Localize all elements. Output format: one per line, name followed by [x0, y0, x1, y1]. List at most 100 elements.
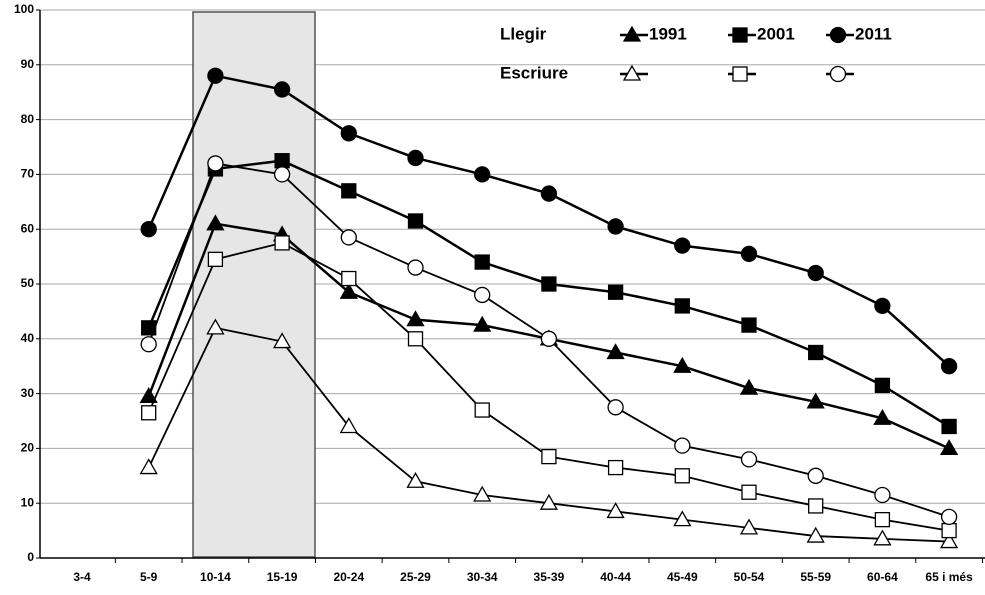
legend-marker: [622, 64, 642, 81]
data-point: [607, 399, 624, 416]
data-point: [607, 284, 624, 300]
data-point: [741, 484, 757, 500]
data-point: [739, 518, 759, 535]
y-tick-label: 100: [14, 2, 34, 16]
data-point: [674, 437, 691, 454]
data-point: [206, 214, 225, 231]
data-point: [141, 405, 157, 421]
data-point: [741, 317, 757, 333]
legend-row-label: Escriure: [500, 63, 568, 82]
data-point: [139, 458, 158, 475]
data-point: [806, 392, 825, 409]
x-tick-label: 25-29: [400, 570, 431, 584]
highlight-band: [192, 11, 316, 558]
data-point: [474, 286, 491, 304]
data-point: [941, 418, 957, 435]
data-point: [606, 502, 625, 519]
data-point: [140, 221, 157, 238]
legend-marker: [622, 25, 642, 42]
y-tick-label: 50: [21, 276, 35, 290]
data-point: [206, 318, 225, 335]
x-tick-label: 40-44: [600, 570, 631, 584]
data-point: [340, 125, 357, 142]
data-point: [807, 467, 824, 484]
x-tick-label: 55-59: [800, 570, 831, 584]
x-tick-label: 35-39: [534, 570, 565, 584]
data-point: [339, 282, 358, 299]
data-point: [940, 508, 958, 526]
data-point: [939, 439, 959, 456]
data-point: [341, 183, 357, 199]
data-point: [740, 245, 758, 263]
legend-column-label: 1991: [649, 24, 687, 43]
y-tick-label: 0: [27, 550, 34, 564]
data-point: [606, 343, 625, 360]
data-point: [874, 377, 891, 394]
data-point: [541, 448, 557, 465]
x-tick-label: 65 i més: [925, 570, 973, 584]
data-point: [474, 254, 490, 270]
data-point: [339, 417, 358, 434]
legend-marker: [732, 27, 748, 43]
x-tick-label: 20-24: [333, 570, 364, 584]
legend-column-label: 2001: [757, 24, 795, 43]
data-point: [273, 166, 291, 183]
data-point: [808, 498, 824, 514]
data-point: [474, 166, 491, 183]
data-point: [140, 336, 157, 353]
data-point: [207, 67, 224, 84]
x-tick-label: 15-19: [267, 570, 298, 584]
y-tick-label: 30: [21, 386, 35, 400]
data-point: [607, 218, 624, 235]
data-point: [341, 270, 357, 287]
y-tick-label: 60: [21, 221, 35, 235]
data-point: [207, 155, 224, 172]
legend-column-label: 2011: [855, 24, 892, 43]
data-point: [674, 468, 690, 484]
data-point: [874, 297, 891, 315]
legend-row-label: Llegir: [500, 24, 547, 43]
data-point: [406, 310, 425, 327]
data-point: [674, 237, 691, 254]
x-tick-label: 50-54: [734, 570, 765, 584]
data-point: [873, 529, 892, 546]
data-point: [407, 149, 424, 167]
data-point: [407, 331, 424, 347]
legend-marker: [732, 66, 748, 82]
data-point: [874, 511, 891, 528]
data-point: [673, 356, 692, 373]
data-point: [941, 522, 957, 539]
data-point: [873, 408, 892, 425]
data-point: [807, 264, 824, 282]
data-point: [207, 251, 224, 267]
legend-marker: [829, 65, 847, 83]
x-tick-label: 5-9: [140, 570, 158, 584]
data-point: [473, 485, 492, 502]
data-point: [139, 387, 158, 403]
x-tick-label: 10-14: [200, 570, 231, 584]
data-point: [540, 330, 558, 347]
data-point: [274, 153, 290, 169]
data-point: [274, 235, 290, 251]
data-point: [674, 298, 690, 314]
data-point: [739, 378, 759, 395]
data-point: [541, 276, 557, 292]
data-point: [874, 486, 891, 504]
data-point: [473, 315, 492, 332]
data-point: [340, 229, 357, 246]
data-point: [808, 344, 824, 361]
x-tick-label: 30-34: [467, 570, 498, 584]
data-point: [607, 459, 624, 476]
y-tick-label: 70: [21, 167, 35, 181]
y-tick-label: 10: [21, 495, 35, 509]
data-point: [540, 185, 558, 202]
x-tick-label: 45-49: [667, 570, 698, 584]
x-tick-label: 60-64: [867, 570, 898, 584]
y-tick-label: 20: [21, 441, 35, 455]
x-tick-label: 3-4: [73, 570, 91, 584]
data-point: [673, 510, 692, 527]
y-tick-label: 80: [21, 112, 35, 126]
legend-marker: [829, 26, 847, 44]
